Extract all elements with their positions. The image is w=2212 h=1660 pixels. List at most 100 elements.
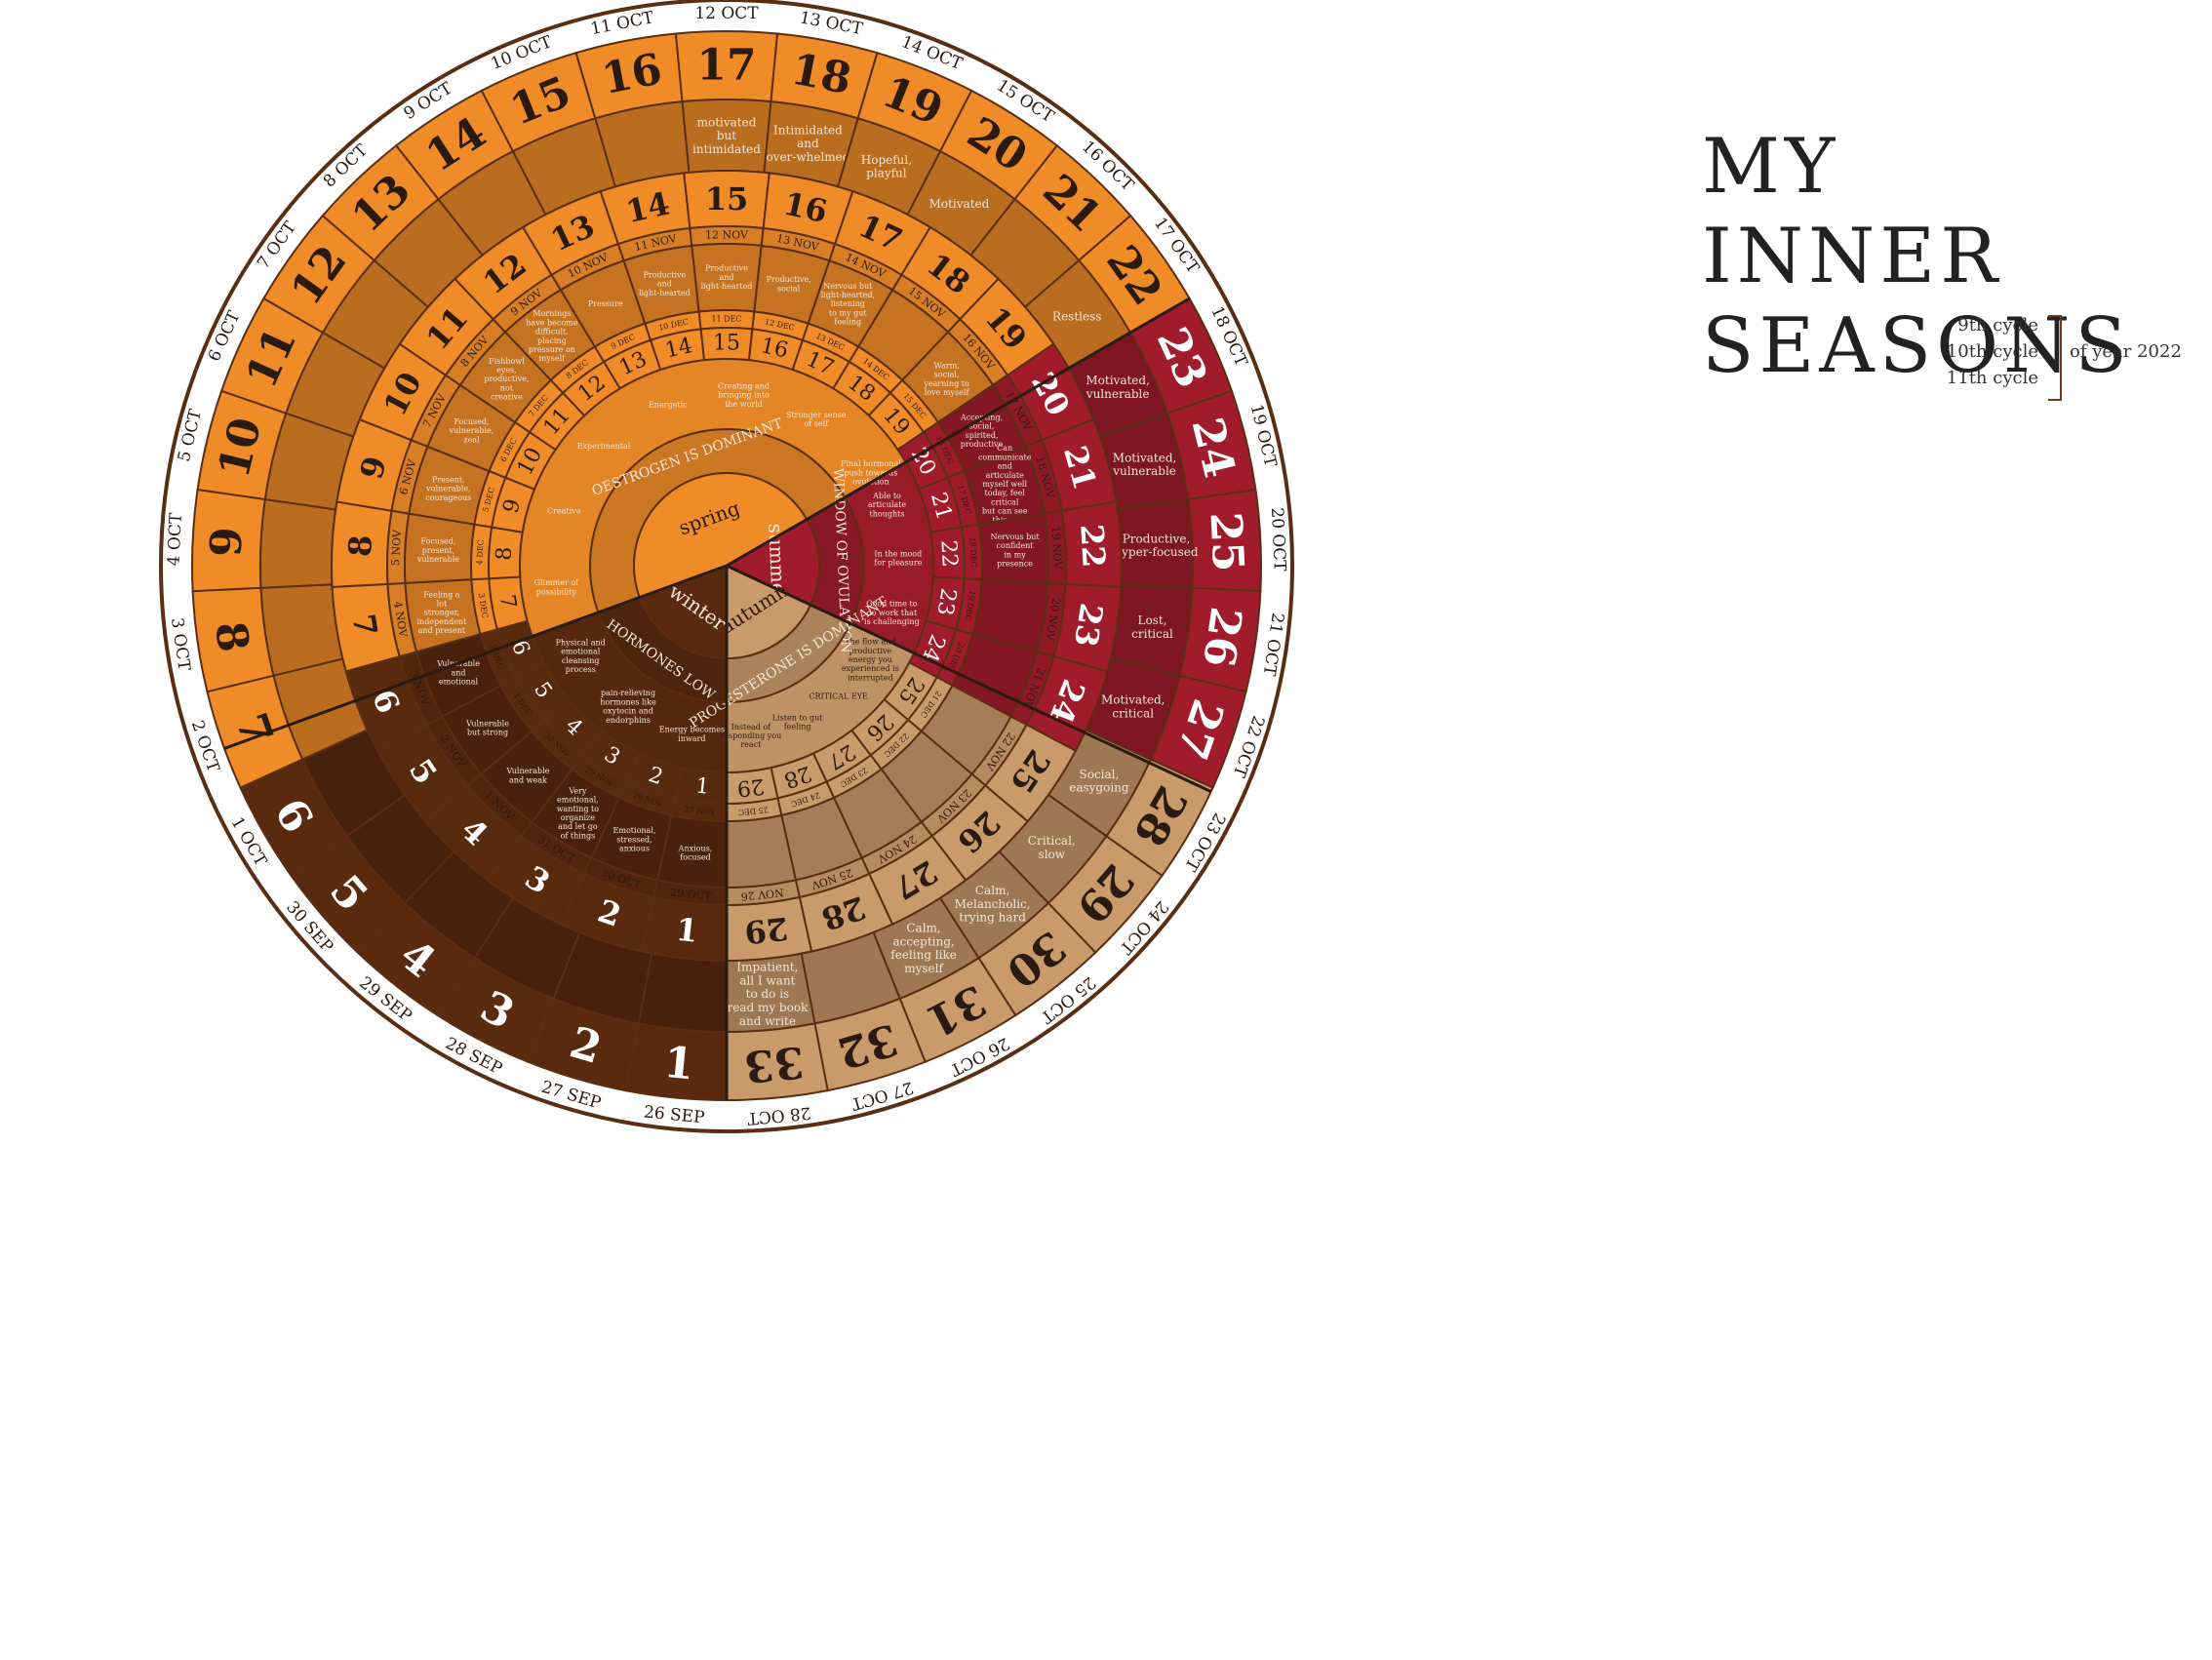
phase-note-text: Instead of responding you react: [720, 723, 781, 749]
page-title-line-1: MY INNER: [1702, 123, 2002, 300]
phase-note-text: Listen to gut feeling: [772, 714, 823, 731]
cycle-11-day-number: 29: [735, 773, 766, 801]
title-block: MY INNER SEASONS: [1702, 122, 2160, 391]
phase-note-text: CRITICAL EYE: [809, 692, 868, 700]
cycle-9-mood-text: Hopeful, playful: [861, 153, 912, 180]
cycle-10-day-number: 1: [674, 911, 699, 950]
cycle-9-day-number: 25: [1200, 511, 1252, 573]
legend-cycle-10: 10th cycle: [1946, 341, 2038, 362]
cycle-9-day-number: 1: [662, 1038, 696, 1090]
legend-cycle-list: 9th cycle 10th cycle 11th cycle: [1941, 312, 2038, 391]
cycle-11-mood-text: Very emotional, wanting to organize and let …: [557, 786, 600, 840]
cycle-9-day-number: 33: [742, 1036, 807, 1091]
cycle-9-mood-text: Social, easygoing: [1069, 768, 1129, 795]
cycle-11-mood-text: Feeling a lot stronger, independent and pres…: [417, 590, 468, 635]
season-core-sector: [633, 472, 815, 599]
cycle-10-day-number: 23: [1067, 601, 1111, 650]
cycle-10-date-label: NOV 26: [740, 886, 784, 903]
cycle-9-day-number: 18: [787, 44, 855, 104]
cycle-9-mood-text: Motivated, vulnerable: [1112, 451, 1176, 478]
cycle-10-day-number: 8: [341, 534, 379, 557]
phase-note-text: Energetic: [649, 400, 688, 409]
cycle-11-date-label: 11 DEC: [711, 315, 741, 324]
phase-note-text: Energy becomes inward: [659, 726, 725, 743]
cycle-11-mood-text: Nervous but confident in my presence: [990, 533, 1040, 569]
cycle-9-day-number: 26: [1193, 604, 1250, 670]
cycle-9-mood-text: Calm, accepting, feeling like myself: [890, 921, 957, 974]
legend-cycle-11: 11th cycle: [1946, 368, 2038, 388]
cycle-11-mood-text: Fishbowl eyes, productive, not creative: [484, 357, 529, 402]
phase-note-text: Stronger sense of self: [786, 411, 847, 428]
cycle-11-mood-text: Pressure: [588, 299, 623, 308]
cycle-11-mood-text: Mornings have become difficult, placing pres…: [526, 309, 577, 363]
cycle-11-day-number: 7: [494, 593, 521, 611]
phase-note-text: Experimental: [577, 442, 631, 451]
season-core-sector: [726, 564, 812, 660]
cycle-9-mood-text: Critical, slow: [1028, 834, 1076, 861]
cycle-11-date-label: 4 DEC: [475, 539, 485, 565]
phase-note-text: The flow and productive energy you experien…: [842, 638, 899, 683]
cycle-10-day-number: 14: [622, 184, 673, 230]
phase-note-text: Glimmer of possibility: [534, 578, 580, 596]
cycle-11-ring: Anxious, focused 27 NOV 1 Emotional, stressed…: [404, 243, 1049, 889]
cycle-11-mood-text: Present, vulnerable, courageous: [425, 475, 471, 501]
legend-cycle-9: 9th cycle: [1957, 315, 2038, 336]
cycle-11-mood-text: Vulnerable and weak: [506, 767, 550, 784]
cycle-9-day-number: 9: [201, 526, 252, 558]
cycle-9-mood-cell: [637, 952, 728, 1034]
cycle-9-day-number: 8: [205, 618, 258, 655]
phase-note-text: Able to articulate thoughts: [868, 492, 907, 518]
season-core-sector: [638, 564, 728, 660]
season-divider-line: [726, 564, 1212, 793]
cycle-11-mood-text: Productive and light-hearted: [701, 264, 753, 291]
cycle-9-mood-text: Impatient, all I want to do is read my book…: [727, 961, 809, 1028]
cycle-9-mood-text: Restless: [1052, 309, 1101, 323]
cycle-10-day-number: 16: [780, 184, 831, 230]
cycle-11-day-number: 8: [492, 546, 517, 561]
cycle-9-day-number: 17: [696, 41, 756, 91]
cycle-10-date-label: 5 NOV: [389, 529, 404, 567]
season-divider-line: [223, 564, 728, 750]
cycle-9-date-label: 4 OCT: [164, 512, 186, 567]
cycle-9-mood-text: Calm, Melancholic, trying hard: [955, 884, 1031, 925]
phase-notes-ring: Glimmer of possibility Creative Experimenta…: [519, 358, 934, 774]
phase-note-text: Physical and emotional cleansing process: [556, 638, 606, 674]
cycle-11-day-number: 14: [663, 334, 695, 363]
cycle-11-mood-text: Focused, present, vulnerable: [416, 537, 459, 564]
cycle-9-mood-text: Motivated: [929, 197, 990, 211]
cycle-11-day-number: 23: [931, 586, 960, 617]
cycle-9-mood-text: Lost, critical: [1131, 613, 1173, 641]
cycle-9-mood-text: Productive, hyper-focused: [1114, 532, 1198, 559]
cycle-11-day-number: 16: [759, 334, 791, 363]
cycle-11-mood-text: Nervous but light-hearted, listening to my …: [821, 282, 875, 327]
cycle-9-mood-text: Intimidated and over-whelmed: [766, 123, 849, 164]
cycle-10-day-number: 15: [705, 180, 749, 217]
cycle-11-day-number: 15: [713, 332, 740, 356]
cycle-10-day-number: 29: [742, 909, 789, 951]
cycle-10-date-label: 12 NOV: [705, 229, 749, 242]
phase-note-text: Creative: [547, 507, 581, 516]
cycle-11-mood-text: Anxious, focused: [678, 844, 713, 861]
cycle-10-date-label: 4 NOV: [391, 601, 410, 640]
phase-note-text: Creating and bringing into the world: [718, 381, 770, 408]
phase-note-text: Good time to do work that is challenging: [864, 600, 920, 626]
cycle-11-date-label: 27 NOV: [684, 805, 716, 816]
cycle-11-mood-text: Emotional, stressed, anxious: [613, 826, 656, 852]
cycle-9-mood-cell: [259, 497, 337, 589]
cycle-11-date-label: 25 DEC: [737, 805, 769, 816]
cycle-9-mood-text: motivated but intimidated: [692, 115, 761, 156]
cycle-11-day-number: 9: [498, 496, 526, 516]
season-core-sector: [724, 518, 820, 607]
cycle-9-day-number: 16: [598, 44, 666, 104]
cycle-10-date-label: 19 NOV: [1049, 526, 1064, 571]
cycle-9-mood-cell: [259, 583, 344, 677]
cycle-11-day-number: 1: [694, 773, 711, 799]
page-title-line-2: SEASONS: [1702, 302, 2132, 390]
phase-note-text: pain-relieving hormones like oxytocin and e…: [600, 689, 656, 725]
cycle-9-date-label: 20 OCT: [1267, 507, 1289, 573]
cycle-11-mood-text: Productive and light-hearted: [639, 271, 691, 297]
cycle-10-day-number: 22: [1073, 523, 1112, 569]
